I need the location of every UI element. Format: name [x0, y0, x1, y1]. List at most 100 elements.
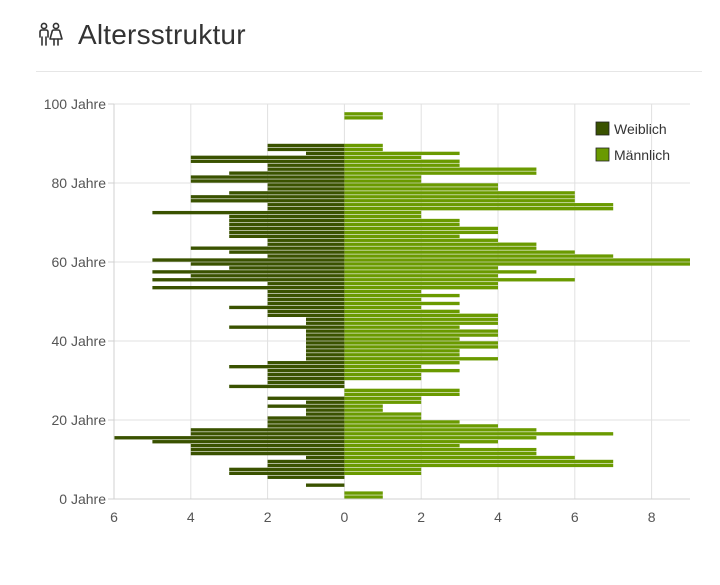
bar-weiblich[interactable] — [152, 210, 345, 215]
bar-maennlich[interactable] — [344, 214, 422, 219]
bar-weiblich[interactable] — [229, 214, 345, 219]
bar-maennlich[interactable] — [344, 258, 690, 262]
bar-maennlich[interactable] — [344, 495, 383, 499]
bar-weiblich[interactable] — [267, 301, 345, 306]
bar-weiblich[interactable] — [190, 432, 345, 436]
bar-maennlich[interactable] — [344, 424, 498, 428]
bar-maennlich[interactable] — [344, 432, 614, 436]
bar-maennlich[interactable] — [344, 451, 537, 456]
bar-weiblich[interactable] — [152, 440, 345, 444]
bar-weiblich[interactable] — [306, 455, 345, 460]
bar-maennlich[interactable] — [344, 112, 383, 116]
bar-weiblich[interactable] — [306, 349, 345, 353]
bar-weiblich[interactable] — [190, 246, 345, 250]
bar-maennlich[interactable] — [344, 254, 614, 258]
bar-weiblich[interactable] — [306, 357, 345, 361]
bar-maennlich[interactable] — [344, 171, 537, 175]
bar-weiblich[interactable] — [267, 183, 345, 187]
bar-weiblich[interactable] — [267, 424, 345, 428]
bar-maennlich[interactable] — [344, 206, 614, 211]
bar-weiblich[interactable] — [229, 325, 345, 329]
bar-maennlich[interactable] — [344, 459, 614, 464]
legend-swatch[interactable] — [595, 121, 610, 136]
bar-maennlich[interactable] — [344, 230, 498, 235]
bar-weiblich[interactable] — [267, 293, 345, 298]
bar-maennlich[interactable] — [344, 361, 460, 365]
bar-maennlich[interactable] — [344, 226, 498, 231]
bar-maennlich[interactable] — [344, 428, 537, 432]
bar-weiblich[interactable] — [306, 345, 345, 349]
bar-weiblich[interactable] — [267, 282, 345, 286]
bar-maennlich[interactable] — [344, 195, 575, 199]
bar-maennlich[interactable] — [344, 167, 537, 171]
bar-maennlich[interactable] — [344, 203, 614, 207]
bar-maennlich[interactable] — [344, 183, 498, 187]
bar-maennlich[interactable] — [344, 246, 537, 250]
bar-maennlich[interactable] — [344, 491, 383, 495]
bar-maennlich[interactable] — [344, 285, 498, 290]
bar-maennlich[interactable] — [344, 357, 498, 361]
bar-maennlich[interactable] — [344, 408, 383, 412]
bar-maennlich[interactable] — [344, 266, 498, 270]
bar-maennlich[interactable] — [344, 163, 460, 167]
bar-weiblich[interactable] — [267, 396, 345, 400]
bar-weiblich[interactable] — [267, 372, 345, 377]
bar-weiblich[interactable] — [152, 285, 345, 290]
bar-maennlich[interactable] — [344, 250, 575, 254]
bar-weiblich[interactable] — [229, 471, 345, 476]
bar-maennlich[interactable] — [344, 282, 498, 286]
bar-weiblich[interactable] — [267, 163, 345, 167]
bar-weiblich[interactable] — [306, 337, 345, 341]
bar-weiblich[interactable] — [306, 317, 345, 321]
bar-weiblich[interactable] — [152, 258, 345, 262]
bar-maennlich[interactable] — [344, 329, 498, 333]
bar-weiblich[interactable] — [190, 274, 345, 278]
bar-maennlich[interactable] — [344, 175, 422, 179]
bar-maennlich[interactable] — [344, 368, 460, 373]
bar-maennlich[interactable] — [344, 376, 422, 381]
bar-weiblich[interactable] — [267, 238, 345, 242]
bar-weiblich[interactable] — [190, 179, 345, 183]
bar-maennlich[interactable] — [344, 191, 575, 195]
bar-weiblich[interactable] — [267, 167, 345, 171]
bar-weiblich[interactable] — [267, 143, 345, 148]
legend-swatch[interactable] — [595, 147, 610, 162]
bar-weiblich[interactable] — [267, 376, 345, 381]
bar-weiblich[interactable] — [267, 416, 345, 420]
bar-weiblich[interactable] — [190, 195, 345, 199]
bar-maennlich[interactable] — [344, 337, 460, 341]
bar-maennlich[interactable] — [344, 270, 537, 274]
bar-weiblich[interactable] — [267, 147, 345, 152]
bar-weiblich[interactable] — [229, 384, 345, 389]
bar-weiblich[interactable] — [229, 467, 345, 472]
bar-weiblich[interactable] — [229, 218, 345, 223]
bar-maennlich[interactable] — [344, 187, 498, 191]
bar-weiblich[interactable] — [306, 412, 345, 416]
bar-maennlich[interactable] — [344, 471, 422, 476]
bar-maennlich[interactable] — [344, 353, 460, 357]
bar-maennlich[interactable] — [344, 396, 422, 400]
bar-weiblich[interactable] — [306, 329, 345, 333]
bar-maennlich[interactable] — [344, 372, 422, 377]
bar-maennlich[interactable] — [344, 274, 498, 278]
bar-weiblich[interactable] — [306, 151, 345, 156]
bar-maennlich[interactable] — [344, 440, 498, 444]
bar-weiblich[interactable] — [267, 289, 345, 294]
bar-weiblich[interactable] — [152, 270, 345, 274]
bar-weiblich[interactable] — [190, 451, 345, 456]
bar-maennlich[interactable] — [344, 301, 460, 306]
bar-weiblich[interactable] — [267, 475, 345, 479]
bar-maennlich[interactable] — [344, 234, 460, 239]
bar-maennlich[interactable] — [344, 116, 383, 120]
bar-maennlich[interactable] — [344, 305, 422, 310]
bar-maennlich[interactable] — [344, 151, 460, 156]
bar-maennlich[interactable] — [344, 416, 422, 420]
bar-weiblich[interactable] — [190, 443, 345, 448]
bar-weiblich[interactable] — [229, 222, 345, 227]
bar-weiblich[interactable] — [229, 234, 345, 239]
bar-maennlich[interactable] — [344, 392, 460, 397]
bar-maennlich[interactable] — [344, 159, 460, 163]
bar-weiblich[interactable] — [229, 230, 345, 235]
bar-weiblich[interactable] — [267, 361, 345, 365]
bar-maennlich[interactable] — [344, 349, 460, 353]
